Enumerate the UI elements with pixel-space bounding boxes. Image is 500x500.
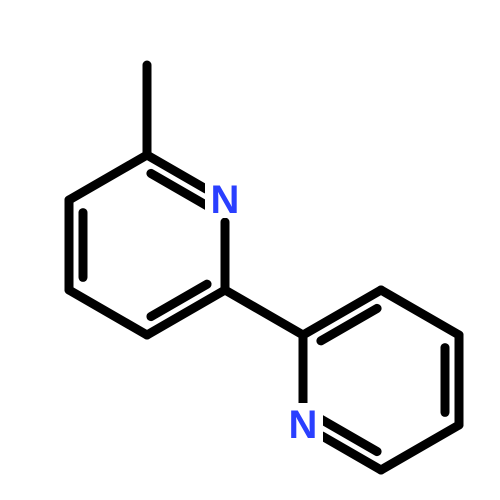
bond	[69, 290, 147, 335]
nitrogen-label: N	[211, 178, 240, 222]
bond	[381, 425, 459, 470]
nitrogen-label: N	[289, 403, 318, 447]
bond	[381, 290, 459, 335]
bond	[225, 290, 303, 335]
molecule-diagram: NN	[0, 0, 500, 500]
bond	[69, 155, 147, 200]
